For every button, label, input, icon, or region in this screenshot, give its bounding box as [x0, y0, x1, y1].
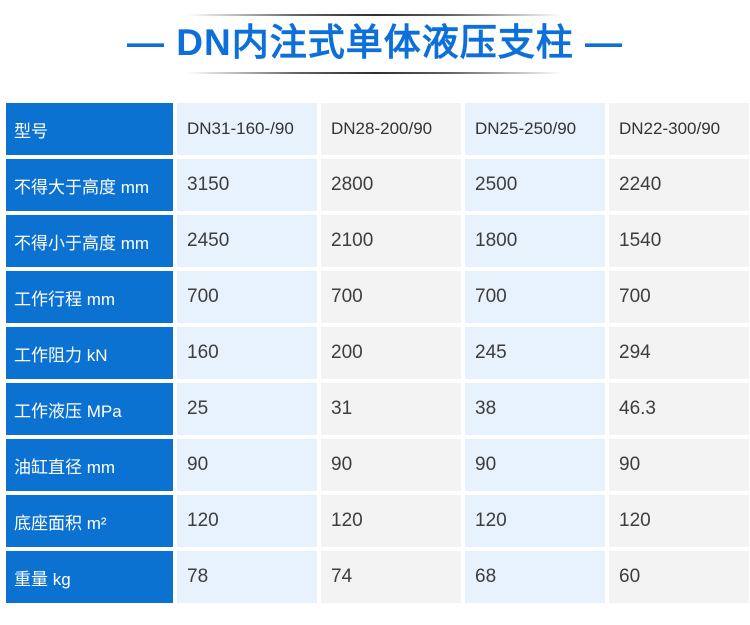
- row-label: 工作阻力 kN: [6, 327, 173, 379]
- value-cell-col3: 700: [465, 271, 605, 323]
- value-cell-col2: 74: [321, 551, 461, 603]
- value-cell-col4: 120: [609, 495, 749, 547]
- value-cell-col2: 2100: [321, 215, 461, 267]
- value-cell-col1: 78: [177, 551, 317, 603]
- value-cell-col2: 200: [321, 327, 461, 379]
- value-cell-col1: 700: [177, 271, 317, 323]
- value-cell-col4: 294: [609, 327, 749, 379]
- value-cell-col1: 90: [177, 439, 317, 491]
- table-row: 油缸直径 mm 90 90 90 90: [6, 439, 750, 491]
- value-cell-col3: 245: [465, 327, 605, 379]
- value-cell-col4: 1540: [609, 215, 749, 267]
- value-cell-col3: DN25-250/90: [465, 103, 605, 155]
- row-label: 重量 kg: [6, 551, 173, 603]
- row-label: 底座面积 m²: [6, 495, 173, 547]
- row-label: 型号: [6, 103, 173, 155]
- value-cell-col2: 31: [321, 383, 461, 435]
- value-cell-col2: DN28-200/90: [321, 103, 461, 155]
- value-cell-col2: 90: [321, 439, 461, 491]
- row-label: 油缸直径 mm: [6, 439, 173, 491]
- value-cell-col3: 1800: [465, 215, 605, 267]
- table-row: 不得大于高度 mm 3150 2800 2500 2240: [6, 159, 750, 211]
- value-cell-col3: 68: [465, 551, 605, 603]
- title-bottom-rule: [187, 72, 562, 74]
- title-top-rule: [187, 14, 562, 16]
- value-cell-col3: 120: [465, 495, 605, 547]
- value-cell-col1: 25: [177, 383, 317, 435]
- value-cell-col2: 2800: [321, 159, 461, 211]
- row-label: 不得大于高度 mm: [6, 159, 173, 211]
- table-row: 工作液压 MPa 25 31 38 46.3: [6, 383, 750, 435]
- value-cell-col3: 38: [465, 383, 605, 435]
- table-row: 重量 kg 78 74 68 60: [6, 551, 750, 603]
- value-cell-col4: 90: [609, 439, 749, 491]
- value-cell-col1: DN31-160-/90: [177, 103, 317, 155]
- value-cell-col4: DN22-300/90: [609, 103, 749, 155]
- page-title-section: — DN内注式单体液压支柱 —: [0, 0, 750, 103]
- value-cell-col2: 700: [321, 271, 461, 323]
- value-cell-col1: 3150: [177, 159, 317, 211]
- row-label: 工作行程 mm: [6, 271, 173, 323]
- row-label: 不得小于高度 mm: [6, 215, 173, 267]
- value-cell-col1: 120: [177, 495, 317, 547]
- table-row: 工作阻力 kN 160 200 245 294: [6, 327, 750, 379]
- table-row: 型号 DN31-160-/90 DN28-200/90 DN25-250/90 …: [6, 103, 750, 155]
- value-cell-col4: 2240: [609, 159, 749, 211]
- value-cell-col3: 2500: [465, 159, 605, 211]
- spec-table: 型号 DN31-160-/90 DN28-200/90 DN25-250/90 …: [0, 103, 750, 603]
- table-row: 底座面积 m² 120 120 120 120: [6, 495, 750, 547]
- value-cell-col4: 700: [609, 271, 749, 323]
- value-cell-col4: 60: [609, 551, 749, 603]
- table-row: 工作行程 mm 700 700 700 700: [6, 271, 750, 323]
- page-title: — DN内注式单体液压支柱 —: [127, 22, 623, 63]
- value-cell-col4: 46.3: [609, 383, 749, 435]
- table-row: 不得小于高度 mm 2450 2100 1800 1540: [6, 215, 750, 267]
- value-cell-col1: 160: [177, 327, 317, 379]
- row-label: 工作液压 MPa: [6, 383, 173, 435]
- value-cell-col1: 2450: [177, 215, 317, 267]
- value-cell-col2: 120: [321, 495, 461, 547]
- value-cell-col3: 90: [465, 439, 605, 491]
